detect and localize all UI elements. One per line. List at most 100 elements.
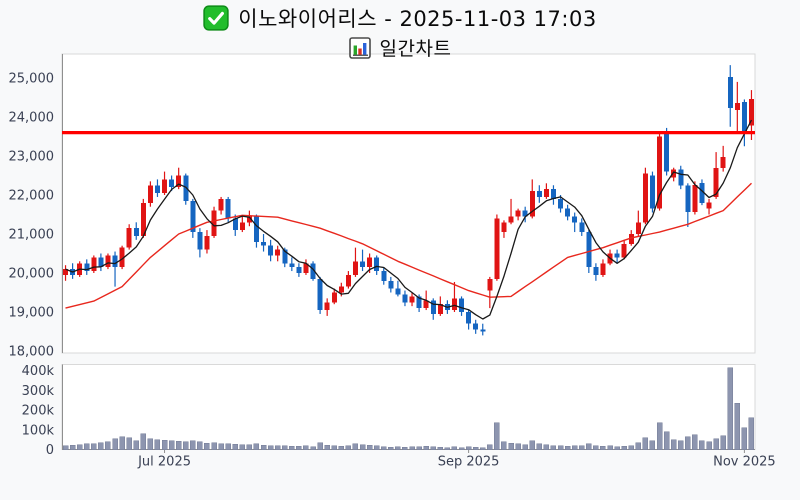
candle-body bbox=[565, 208, 571, 217]
candle-body bbox=[727, 76, 733, 109]
candle-body bbox=[536, 191, 542, 197]
candle-body bbox=[239, 222, 245, 231]
volume-bar bbox=[508, 442, 514, 450]
volume-bar bbox=[472, 446, 479, 450]
x-tick-label: Nov 2025 bbox=[713, 455, 776, 470]
candle bbox=[685, 183, 691, 227]
volume-bar bbox=[69, 444, 76, 450]
candle-body bbox=[671, 169, 677, 178]
candle-body bbox=[515, 210, 521, 217]
candle bbox=[494, 214, 500, 281]
candle bbox=[678, 165, 684, 190]
candle bbox=[388, 276, 394, 293]
candle-body bbox=[494, 218, 500, 279]
candle bbox=[345, 271, 351, 289]
candle bbox=[741, 99, 747, 147]
candle-body bbox=[91, 257, 97, 272]
volume-bar bbox=[260, 444, 267, 450]
candle bbox=[303, 259, 309, 275]
volume-bar bbox=[352, 443, 359, 450]
candle-body bbox=[296, 267, 302, 273]
volume-tick-label: 200k bbox=[22, 404, 55, 419]
candle bbox=[324, 298, 330, 316]
candle-body bbox=[197, 232, 203, 250]
candle-body bbox=[501, 222, 507, 233]
candle bbox=[218, 196, 224, 215]
volume-bar bbox=[515, 443, 521, 450]
volume-bar bbox=[444, 447, 451, 450]
candle-body bbox=[642, 173, 648, 223]
candle-body bbox=[437, 304, 443, 314]
volume-bar bbox=[317, 442, 323, 450]
volume-bar bbox=[741, 427, 748, 450]
volume-bar bbox=[190, 440, 196, 450]
candle bbox=[239, 216, 245, 233]
candle-body bbox=[550, 189, 556, 199]
volume-bar bbox=[112, 438, 118, 450]
candle bbox=[253, 214, 259, 248]
volume-bar bbox=[303, 445, 309, 450]
candle-body bbox=[140, 202, 146, 236]
candle-body bbox=[218, 198, 224, 211]
candle-body bbox=[416, 296, 422, 309]
candle-body bbox=[126, 228, 132, 248]
candle-body bbox=[246, 216, 252, 223]
price-tick-label: 24,000 bbox=[9, 111, 55, 126]
price-tick-label: 19,000 bbox=[9, 306, 55, 321]
candle-body bbox=[381, 271, 387, 281]
candle-body bbox=[713, 168, 719, 197]
volume-bar bbox=[685, 436, 691, 450]
candlesticks bbox=[63, 65, 754, 336]
candle bbox=[713, 152, 719, 199]
candle-body bbox=[423, 300, 429, 309]
volume-bar bbox=[430, 446, 436, 450]
volume-bar bbox=[239, 444, 246, 450]
candle bbox=[664, 127, 670, 176]
candle-body bbox=[529, 191, 535, 217]
candle-body bbox=[678, 169, 684, 186]
candle-body bbox=[579, 222, 585, 233]
candle-body bbox=[84, 263, 90, 272]
candle bbox=[550, 185, 556, 205]
candle bbox=[515, 208, 521, 221]
volume-bar bbox=[494, 422, 500, 450]
candle-body bbox=[289, 263, 295, 268]
candle bbox=[105, 253, 111, 270]
candle-body bbox=[360, 261, 366, 268]
candle-body bbox=[706, 202, 712, 209]
candle-body bbox=[388, 280, 394, 289]
moving-average-lines bbox=[65, 119, 753, 320]
candle-body bbox=[63, 269, 69, 275]
volume-bar bbox=[98, 442, 104, 450]
candle bbox=[508, 198, 514, 225]
volume-bar bbox=[402, 446, 408, 450]
candle-body bbox=[522, 210, 528, 217]
volume-bar bbox=[458, 447, 465, 450]
candle-body bbox=[147, 185, 153, 203]
candle-body bbox=[261, 241, 267, 246]
volume-bar bbox=[748, 417, 755, 450]
volume-bar bbox=[628, 445, 634, 450]
candle bbox=[84, 259, 90, 275]
candle bbox=[331, 288, 337, 305]
candle-body bbox=[508, 216, 514, 223]
candle-body bbox=[331, 292, 337, 303]
volume-bar bbox=[225, 443, 231, 450]
volume-bar bbox=[274, 445, 281, 450]
candle bbox=[614, 249, 620, 264]
volume-bar bbox=[635, 442, 642, 450]
volume-bars bbox=[62, 367, 755, 450]
candle bbox=[649, 171, 655, 213]
candle bbox=[692, 181, 698, 215]
candle-body bbox=[133, 228, 139, 236]
x-tick-label: Jul 2025 bbox=[137, 455, 191, 470]
volume-bar bbox=[529, 440, 535, 450]
candle bbox=[706, 198, 712, 215]
volume-bar bbox=[692, 434, 698, 450]
candle-body bbox=[720, 157, 726, 169]
chart-panes bbox=[61, 53, 756, 450]
candle bbox=[352, 247, 358, 277]
candle-body bbox=[487, 278, 493, 291]
candle bbox=[487, 276, 493, 309]
candle-body bbox=[466, 312, 472, 324]
